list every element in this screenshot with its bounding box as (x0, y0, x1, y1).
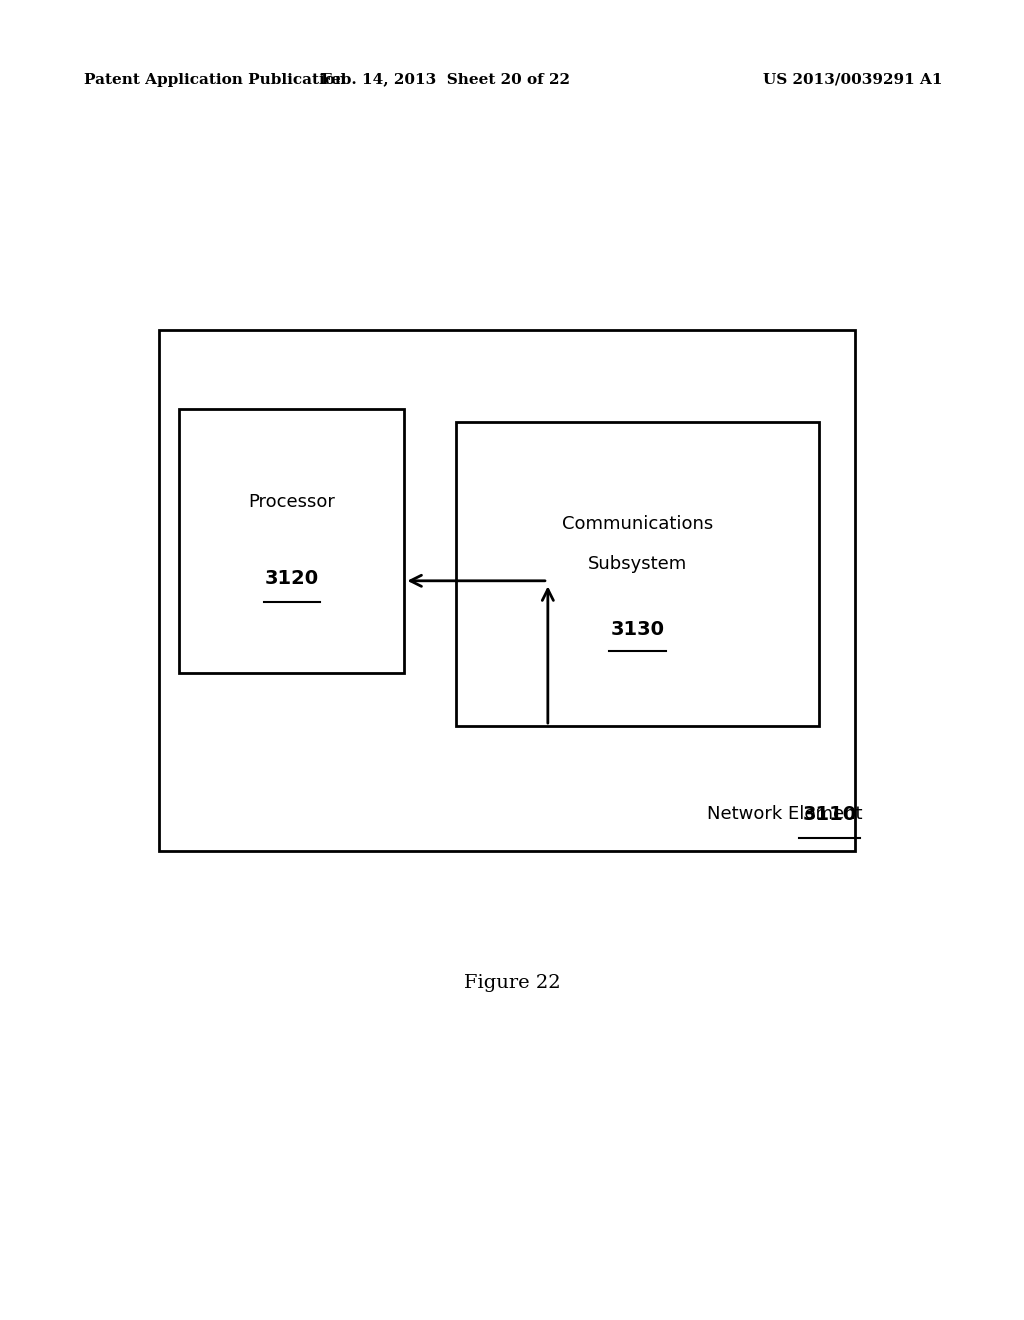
Text: Patent Application Publication: Patent Application Publication (84, 73, 346, 87)
Text: 3120: 3120 (265, 569, 318, 587)
FancyBboxPatch shape (456, 422, 819, 726)
Text: Network Element: Network Element (707, 805, 862, 824)
Text: 3130: 3130 (610, 620, 665, 639)
FancyBboxPatch shape (159, 330, 855, 851)
FancyBboxPatch shape (179, 409, 404, 673)
Text: Communications: Communications (562, 515, 713, 533)
Text: 3110: 3110 (803, 805, 856, 824)
Text: Figure 22: Figure 22 (464, 974, 560, 993)
Text: Feb. 14, 2013  Sheet 20 of 22: Feb. 14, 2013 Sheet 20 of 22 (321, 73, 570, 87)
Text: Subsystem: Subsystem (588, 554, 687, 573)
Text: Processor: Processor (249, 492, 335, 511)
Text: US 2013/0039291 A1: US 2013/0039291 A1 (763, 73, 942, 87)
